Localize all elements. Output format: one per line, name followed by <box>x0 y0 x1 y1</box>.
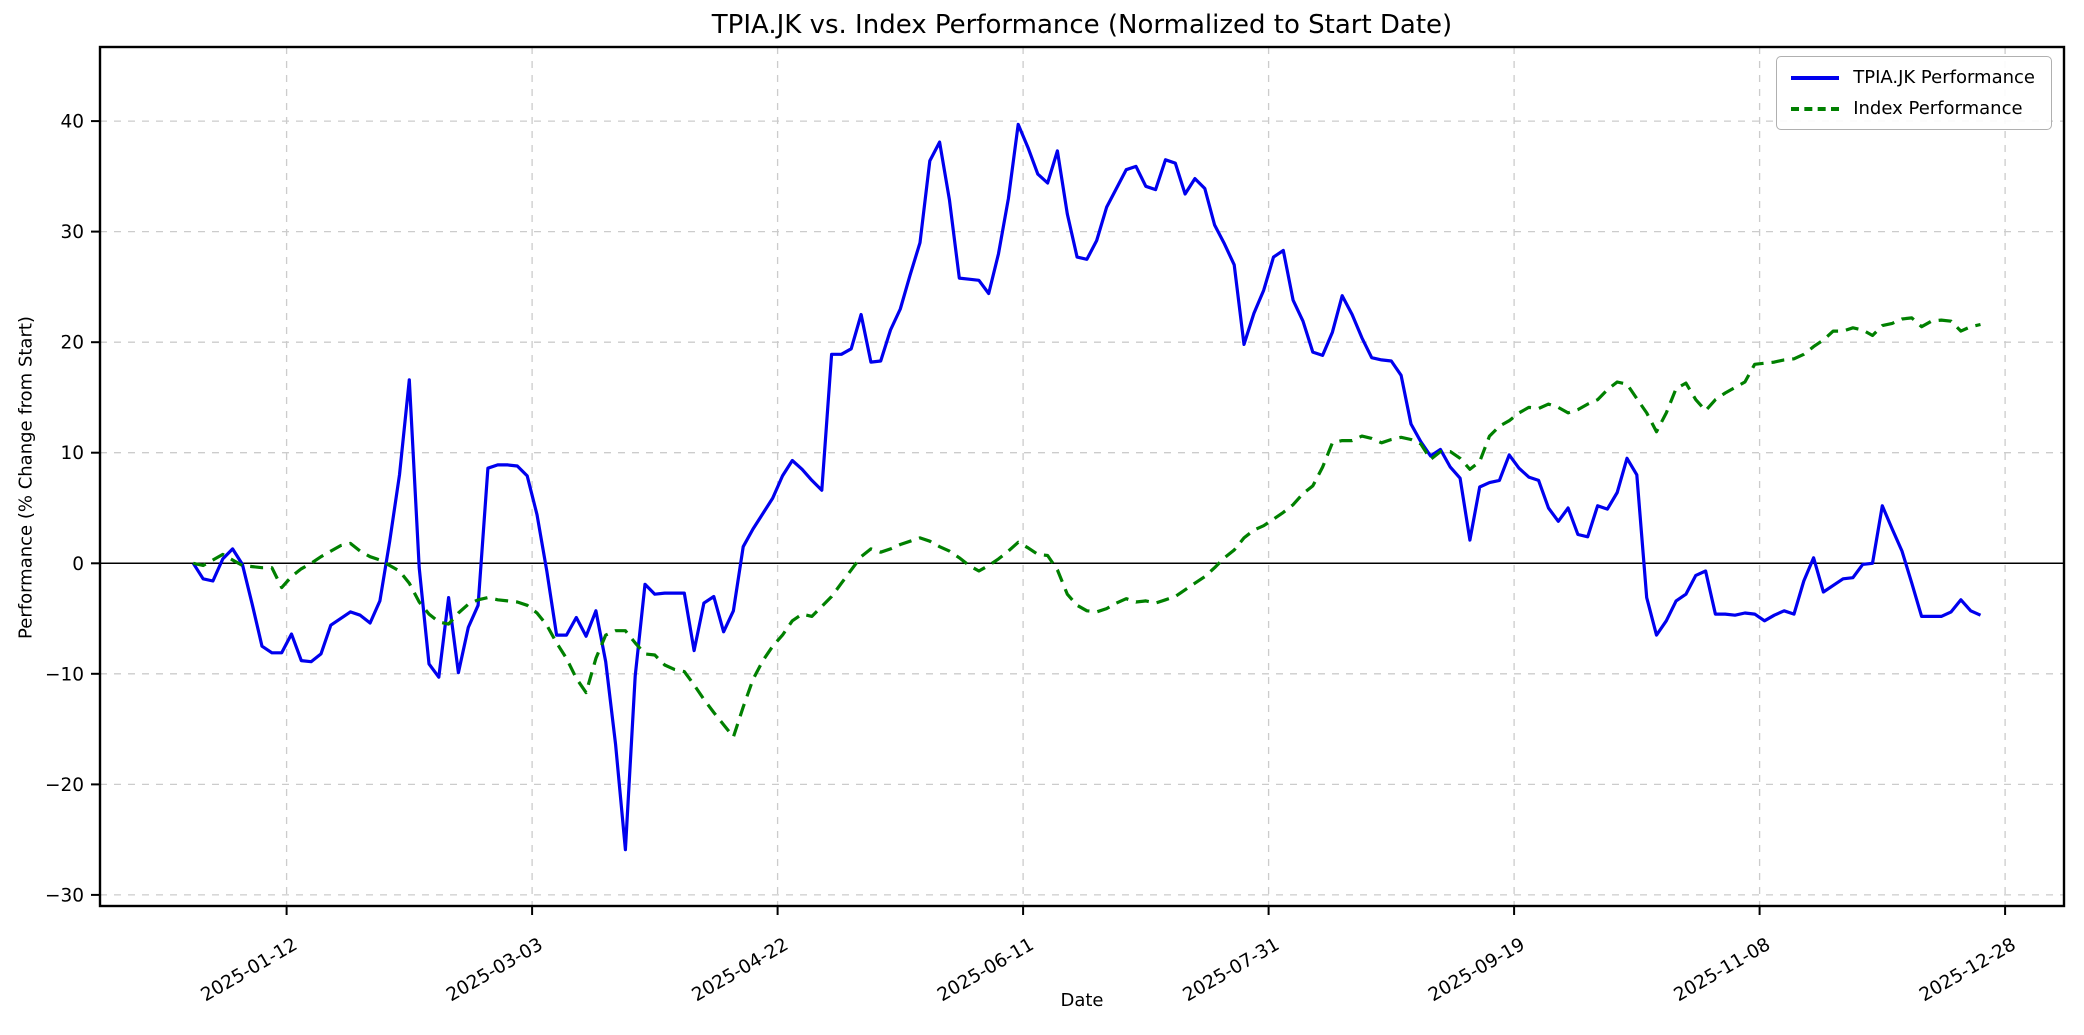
y-tick-label: 30 <box>60 222 84 243</box>
legend: TPIA.JK Performance Index Performance <box>1776 56 2052 130</box>
series-index <box>192 316 1981 739</box>
y-tick-label: −20 <box>45 775 84 796</box>
legend-label-tpia: TPIA.JK Performance <box>1853 67 2035 88</box>
legend-line-sample-solid <box>1791 75 1840 80</box>
x-axis-label: Date <box>1060 990 1104 1011</box>
y-tick-label: 0 <box>72 554 84 575</box>
legend-item-index: Index Performance <box>1791 98 2035 119</box>
y-axis-label: Performance (% Change from Start) <box>15 316 37 639</box>
plot-border <box>98 45 2066 908</box>
y-tick-label: −10 <box>45 664 84 685</box>
y-tick-label: 20 <box>60 333 84 354</box>
legend-label-index: Index Performance <box>1853 98 2023 119</box>
legend-line-sample-dashed <box>1791 106 1840 111</box>
y-tick-label: 40 <box>60 112 84 133</box>
y-tick-label: −30 <box>45 885 84 906</box>
series-tpia <box>191 122 1982 852</box>
chart-title: TPIA.JK vs. Index Performance (Normalize… <box>711 10 1453 40</box>
legend-item-tpia: TPIA.JK Performance <box>1791 67 2035 88</box>
y-tick-label: 10 <box>60 443 84 464</box>
